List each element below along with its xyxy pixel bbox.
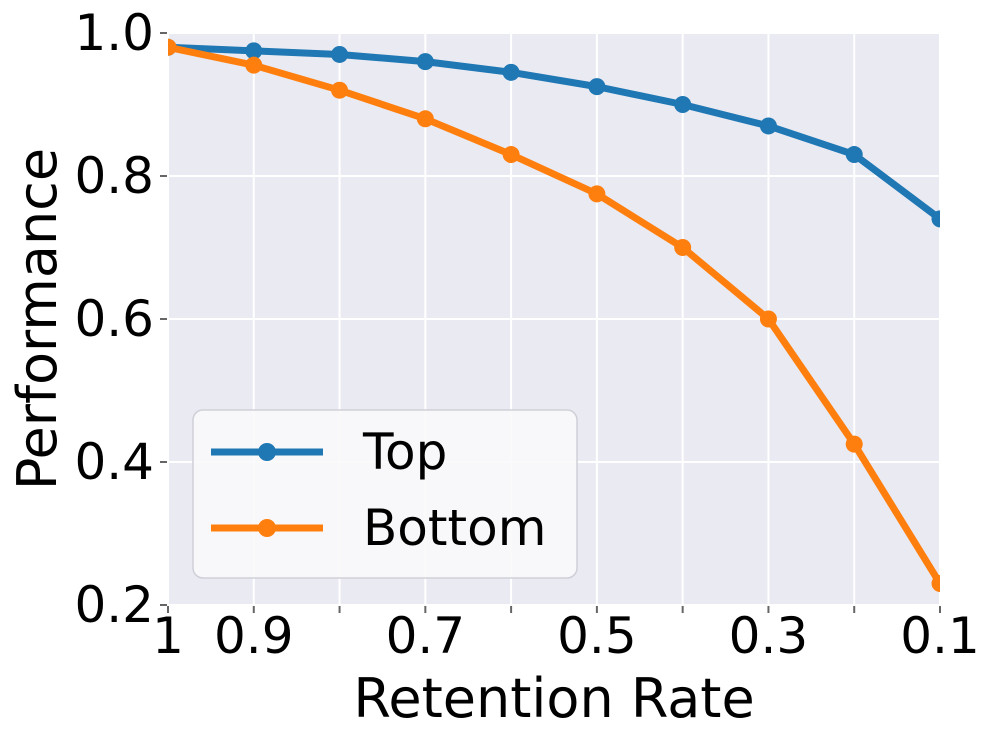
data-point [502,63,520,81]
x-tick-label: 0.3 [729,607,809,665]
x-tick-label: 0.9 [214,607,294,665]
series-line-top [168,43,940,222]
data-point [588,185,606,203]
x-tick-label: 0.1 [900,607,980,665]
data-point [331,45,349,63]
y-axis-label: Performance [6,148,69,490]
data-point [502,146,520,164]
y-tick-label: 0.4 [74,433,154,491]
legend-marker [258,519,276,537]
y-tick-label: 0.8 [74,147,154,205]
data-point [331,81,349,99]
x-tick-labels: 1 0.9 0.7 0.5 0.3 0.1 [152,607,980,665]
legend-entry-top: Top [211,423,447,481]
legend: Top Bottom [192,409,578,579]
data-point [245,42,263,60]
data-point [674,239,692,256]
data-point [759,117,777,135]
data-point [245,56,263,74]
data-point [416,53,434,71]
legend-entry-bottom: Bottom [211,499,546,557]
y-tick-label: 0.6 [74,290,154,348]
x-tick-label: 0.5 [557,607,637,665]
y-tick-label: 0.2 [74,576,154,634]
x-tick-label: 0.7 [386,607,466,665]
x-tick-label: 1 [152,607,184,665]
data-point [845,146,863,164]
data-point [416,110,434,128]
data-point [759,310,777,328]
data-point [588,78,606,96]
legend-label: Top [362,423,447,481]
data-point [931,575,940,593]
y-tick-labels: 1.0 0.8 0.6 0.4 0.2 [74,4,154,634]
y-tick-label: 1.0 [74,4,154,62]
data-point [674,96,692,113]
series-line-bottom [168,43,940,586]
series-bottom [168,38,940,593]
x-axis-label: Retention Rate [353,667,754,730]
series-top [168,38,940,228]
data-point [931,210,940,228]
legend-label: Bottom [363,499,546,557]
tick-marks [160,32,941,613]
data-point [845,435,863,453]
data-point [168,38,177,56]
legend-marker [258,443,276,461]
